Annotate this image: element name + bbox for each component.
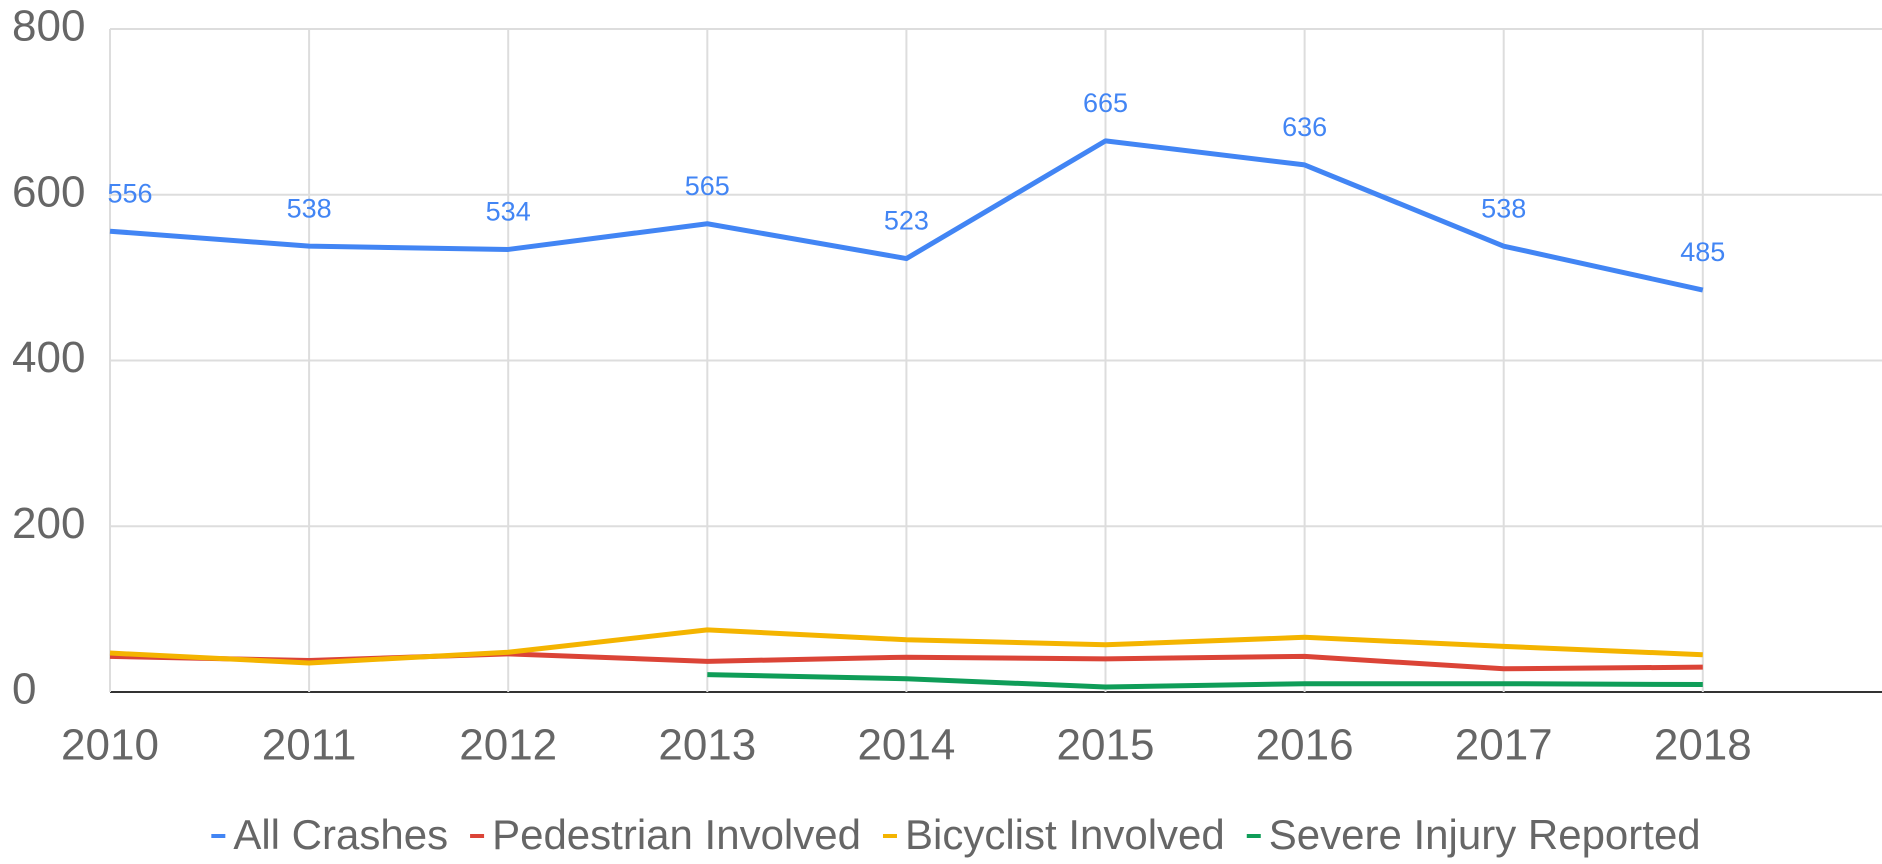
y-tick-label: 400	[12, 333, 85, 382]
y-tick-label: 800	[12, 2, 85, 51]
series-line	[109, 138, 1704, 293]
x-tick-label: 2015	[1057, 721, 1155, 770]
y-tick-label: 0	[12, 665, 36, 714]
legend-label: Bicyclist Involved	[905, 811, 1225, 858]
x-tick-label: 2016	[1256, 721, 1354, 770]
data-label: 485	[1680, 237, 1725, 267]
y-tick-label: 200	[12, 499, 85, 548]
series-line	[109, 627, 1703, 666]
legend-swatch	[1246, 834, 1261, 838]
legend-label: Pedestrian Involved	[492, 811, 861, 858]
data-label: 538	[1481, 193, 1526, 223]
legend-swatch	[470, 834, 485, 838]
x-tick-label: 2014	[857, 721, 955, 770]
data-label: 534	[486, 197, 531, 227]
legend-label: Severe Injury Reported	[1269, 811, 1701, 858]
x-tick-label: 2018	[1654, 721, 1752, 770]
legend-label: All Crashes	[233, 811, 448, 858]
data-label: 523	[884, 206, 929, 236]
x-tick-label: 2017	[1455, 721, 1553, 770]
data-label: 636	[1282, 112, 1327, 142]
series-line	[707, 672, 1703, 690]
data-label: 538	[287, 193, 332, 223]
data-label: 556	[107, 178, 152, 208]
x-tick-label: 2013	[658, 721, 756, 770]
legend-swatch	[211, 834, 226, 838]
y-tick-label: 600	[12, 167, 85, 216]
data-label: 665	[1083, 88, 1128, 118]
data-label: 565	[685, 171, 730, 201]
x-tick-label: 2011	[262, 721, 357, 770]
x-tick-label: 2010	[61, 721, 159, 770]
legend-swatch	[882, 834, 897, 838]
x-tick-label: 2012	[459, 721, 557, 770]
